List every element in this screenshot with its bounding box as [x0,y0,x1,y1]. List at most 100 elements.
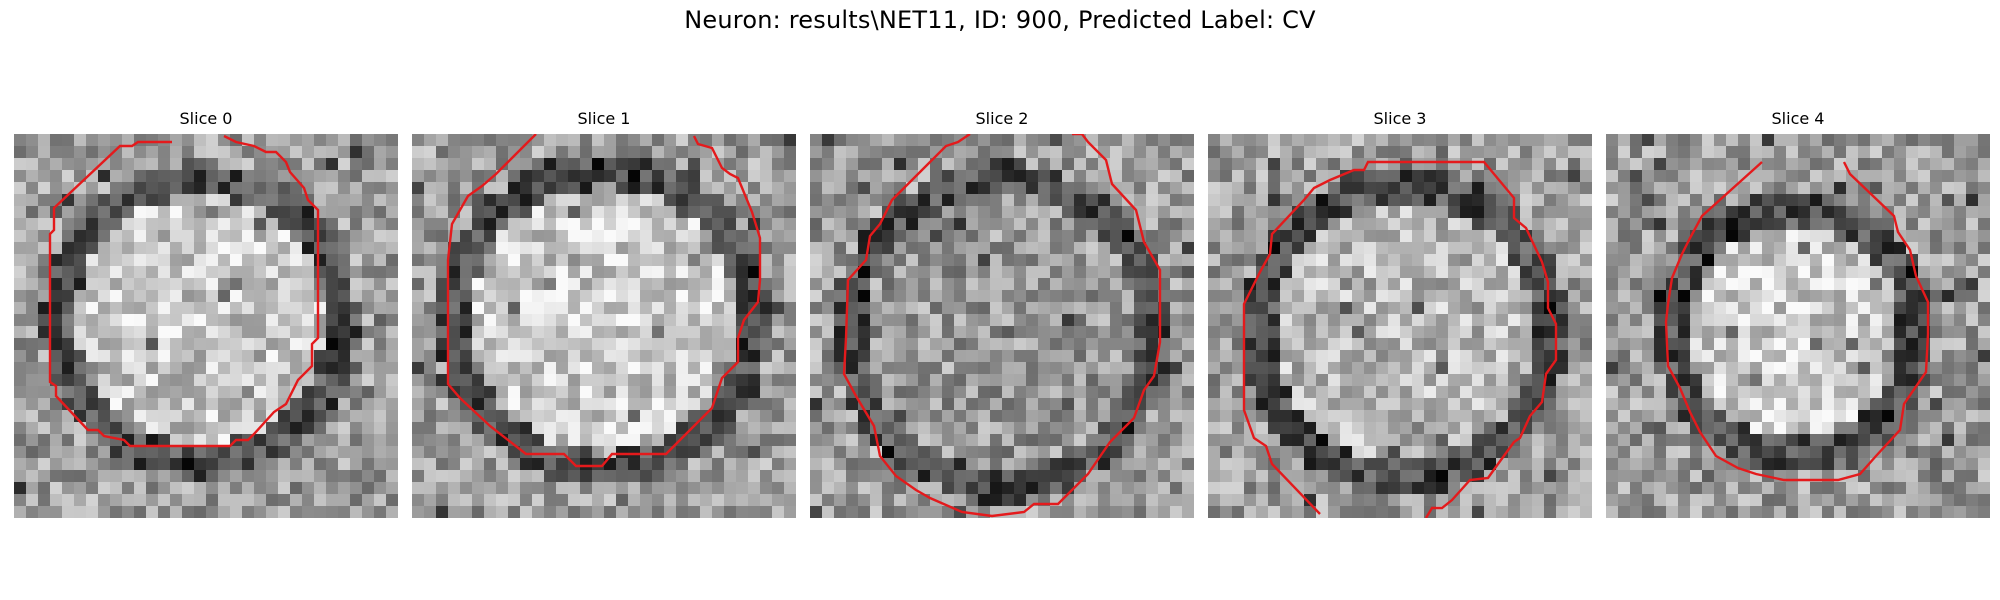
image-pixel [990,398,1003,411]
image-pixel [1966,266,1979,279]
image-pixel [1182,158,1194,171]
image-pixel [386,158,398,171]
image-pixel [460,458,473,471]
image-pixel [834,146,847,159]
image-pixel [472,134,485,147]
image-pixel [50,458,63,471]
image-pixel [1424,374,1437,387]
image-pixel [810,434,823,447]
image-pixel [544,230,557,243]
image-pixel [1520,482,1533,495]
image-pixel [350,158,363,171]
image-pixel [1038,182,1051,195]
image-pixel [1714,158,1727,171]
image-pixel [1376,254,1389,267]
image-pixel [930,326,943,339]
image-pixel [858,278,871,291]
image-pixel [1014,194,1027,207]
image-pixel [1532,302,1545,315]
image-pixel [1918,158,1931,171]
image-pixel [338,254,351,267]
image-pixel [122,254,135,267]
image-pixel [954,434,967,447]
image-pixel [918,482,931,495]
image-pixel [146,482,159,495]
image-pixel [1376,206,1389,219]
image-pixel [1630,254,1643,267]
image-pixel [918,362,931,375]
image-pixel [350,230,363,243]
image-pixel [822,146,835,159]
image-pixel [556,194,569,207]
image-pixel [50,206,63,219]
image-pixel [1508,398,1521,411]
image-pixel [784,506,796,518]
image-pixel [1122,266,1135,279]
image-pixel [1208,398,1221,411]
image-pixel [1978,218,1990,231]
image-pixel [568,398,581,411]
image-pixel [930,230,943,243]
image-pixel [182,338,195,351]
image-pixel [1388,230,1401,243]
image-pixel [26,482,39,495]
image-pixel [26,158,39,171]
image-pixel [604,506,617,518]
image-pixel [616,458,629,471]
image-pixel [1714,242,1727,255]
image-pixel [822,458,835,471]
image-pixel [1086,482,1099,495]
image-pixel [374,134,387,147]
image-pixel [1002,410,1015,423]
image-pixel [1436,458,1449,471]
image-pixel [1002,446,1015,459]
image-pixel [460,494,473,507]
image-pixel [386,446,398,459]
image-pixel [436,410,449,423]
image-pixel [676,398,689,411]
image-pixel [664,422,677,435]
image-pixel [38,434,51,447]
image-pixel [1702,410,1715,423]
image-pixel [652,194,665,207]
image-pixel [1556,422,1569,435]
image-pixel [1846,434,1859,447]
image-pixel [1726,290,1739,303]
image-pixel [966,194,979,207]
image-pixel [966,182,979,195]
image-pixel [1930,194,1943,207]
image-pixel [484,314,497,327]
image-pixel [1978,290,1990,303]
image-pixel [1268,194,1281,207]
image-pixel [592,374,605,387]
image-pixel [146,182,159,195]
image-pixel [242,470,255,483]
image-pixel [1556,374,1569,387]
image-pixel [1256,326,1269,339]
image-pixel [110,170,123,183]
image-pixel [146,206,159,219]
image-pixel [338,374,351,387]
image-pixel [918,302,931,315]
image-pixel [14,506,27,518]
image-pixel [616,146,629,159]
image-pixel [810,482,823,495]
image-pixel [930,314,943,327]
image-pixel [326,446,339,459]
image-pixel [1232,278,1245,291]
image-pixel [1026,458,1039,471]
image-pixel [278,362,291,375]
image-pixel [1556,242,1569,255]
image-pixel [640,470,653,483]
image-pixel [1690,326,1703,339]
image-pixel [1870,374,1883,387]
image-pixel [278,206,291,219]
image-pixel [158,266,171,279]
image-pixel [1496,254,1509,267]
image-pixel [1556,218,1569,231]
image-pixel [1460,302,1473,315]
image-pixel [1316,482,1329,495]
image-pixel [1496,290,1509,303]
image-pixel [1822,302,1835,315]
image-pixel [1232,242,1245,255]
